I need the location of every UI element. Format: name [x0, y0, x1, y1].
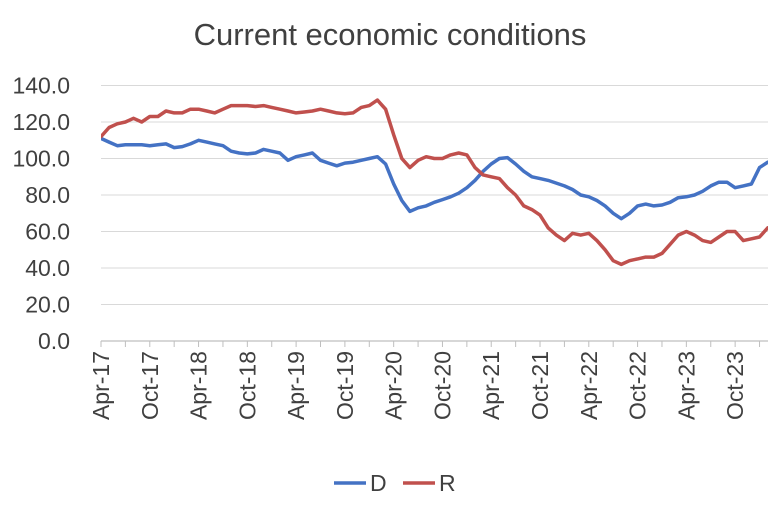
y-tick-label: 120.0 — [12, 109, 70, 135]
series-line-R — [101, 98, 768, 267]
x-tick-label: Apr-23 — [673, 351, 699, 420]
chart-title: Current economic conditions — [194, 17, 587, 52]
y-tick-label: 40.0 — [25, 255, 70, 281]
x-tick-label: Oct-23 — [722, 351, 748, 420]
y-tick-label: 60.0 — [25, 219, 70, 245]
x-tick-label: Oct-22 — [625, 351, 651, 420]
legend-label-D: D — [370, 470, 387, 496]
x-tick-label: Oct-21 — [527, 351, 553, 420]
y-tick-label: 100.0 — [12, 146, 70, 172]
y-tick-label: 0.0 — [38, 328, 70, 354]
x-tick-label: Apr-22 — [576, 351, 602, 420]
x-tick-label: Oct-18 — [234, 351, 260, 420]
x-tick-label: Apr-20 — [381, 351, 407, 420]
y-tick-label: 20.0 — [25, 292, 70, 318]
x-tick-label: Apr-19 — [283, 351, 309, 420]
x-tick-label: Apr-21 — [478, 351, 504, 420]
x-tick-label: Oct-17 — [137, 351, 163, 420]
x-axis-tick-labels: Apr-17 Oct-17 Apr-18 Oct-18 Apr-19 Oct-19 Apr-… — [88, 351, 748, 420]
series-line-D — [101, 136, 768, 221]
x-tick-label: Oct-20 — [429, 351, 455, 420]
gridlines — [101, 85, 768, 305]
x-tick-label: Oct-19 — [332, 351, 358, 420]
x-axis — [100, 340, 768, 347]
x-tick-label: Apr-18 — [186, 351, 212, 420]
y-tick-label: 80.0 — [25, 182, 70, 208]
series-lines — [101, 98, 768, 267]
legend-label-R: R — [439, 470, 456, 496]
y-tick-label: 140.0 — [12, 73, 70, 99]
y-axis-tick-labels: 0.0 20.0 40.0 60.0 80.0 100.0 120.0 140.0 — [12, 73, 70, 355]
x-tick-label: Apr-17 — [88, 351, 114, 420]
